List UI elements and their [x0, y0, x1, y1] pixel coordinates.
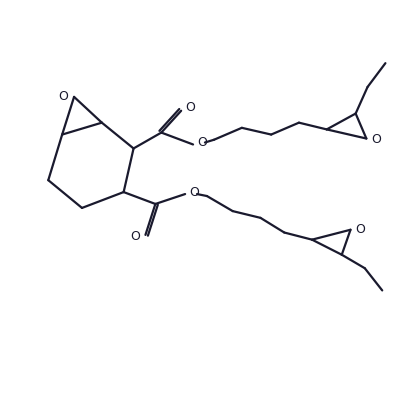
Text: O: O — [355, 223, 365, 236]
Text: O: O — [131, 230, 140, 243]
Text: O: O — [197, 136, 207, 149]
Text: O: O — [185, 101, 195, 114]
Text: O: O — [189, 186, 199, 198]
Text: O: O — [58, 90, 68, 103]
Text: O: O — [371, 133, 381, 146]
